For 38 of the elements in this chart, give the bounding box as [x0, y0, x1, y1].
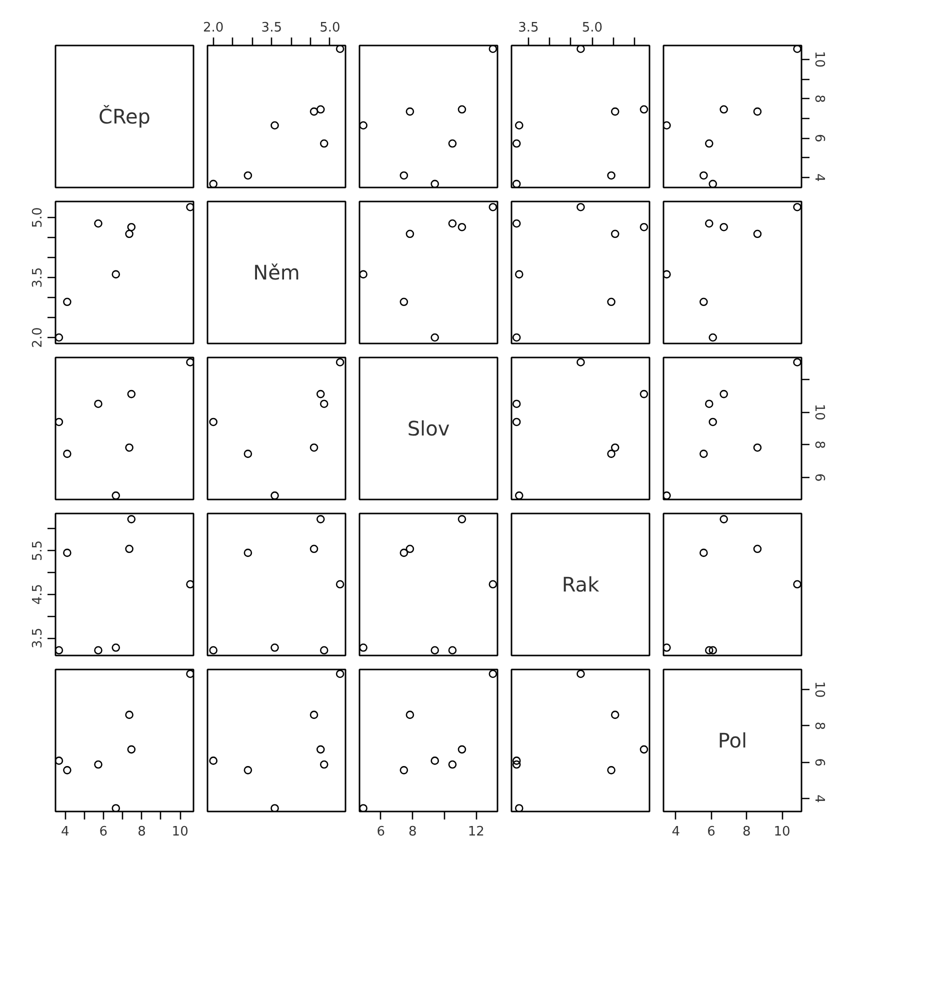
x-tick-label: 3.5 — [261, 20, 282, 36]
x-tick-label: 4 — [60, 824, 70, 840]
y-tick-label: 8 — [812, 94, 826, 103]
y-tick-label: 6 — [812, 134, 826, 142]
y-tick-label: 5.5 — [30, 540, 46, 561]
y-tick-label: 4 — [812, 794, 826, 803]
x-tick-label: 10 — [774, 824, 790, 840]
text: ČRep — [98, 104, 150, 128]
text: Slov — [407, 416, 450, 440]
x-tick-label: 12 — [468, 824, 484, 840]
x-tick-label: 2.0 — [202, 20, 224, 36]
x-tick-label: 5.0 — [582, 20, 603, 36]
y-tick-label: 5.0 — [30, 207, 46, 228]
x-tick-label: 4 — [672, 824, 680, 840]
y-tick-label: 3.5 — [30, 267, 46, 288]
y-tick-label: 4.5 — [30, 584, 46, 605]
x-tick-label: 8 — [742, 824, 751, 840]
x-tick-label: 8 — [138, 824, 146, 840]
x-tick-label: 6 — [376, 824, 386, 840]
x-tick-label: 3.5 — [518, 20, 539, 36]
y-tick-label: 10 — [812, 681, 826, 698]
y-tick-label: 6 — [812, 758, 826, 766]
y-tick-label: 2.0 — [30, 327, 46, 348]
y-tick-label: 8 — [812, 722, 826, 730]
text: Pol — [718, 728, 748, 752]
y-tick-label: 8 — [812, 440, 826, 449]
y-tick-label: 6 — [812, 473, 826, 482]
y-tick-label: 10 — [812, 51, 826, 68]
x-tick-label: 6 — [99, 824, 108, 840]
x-tick-label: 5.0 — [320, 20, 340, 36]
y-tick-label: 3.5 — [30, 628, 46, 648]
x-tick-label: 10 — [172, 824, 188, 840]
text: Rak — [562, 572, 600, 596]
y-tick-label: 4 — [812, 174, 826, 182]
x-tick-label: 6 — [707, 824, 716, 840]
x-tick-label: 8 — [408, 824, 417, 840]
text: Něm — [253, 260, 300, 284]
y-tick-label: 10 — [812, 404, 826, 420]
